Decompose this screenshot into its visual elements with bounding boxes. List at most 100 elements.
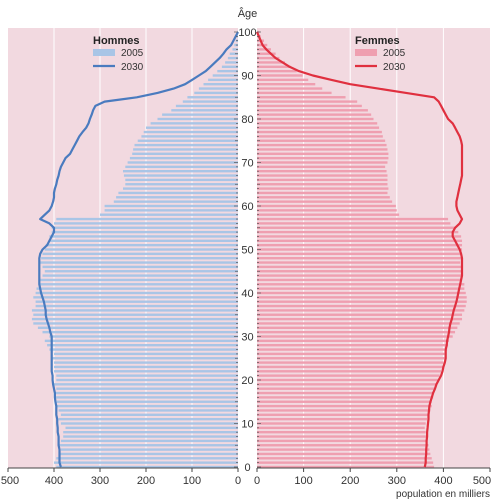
women-2005-bar xyxy=(257,187,389,190)
men-2005-bar xyxy=(47,344,238,347)
men-2005-bar xyxy=(44,270,238,273)
women-2005-bar xyxy=(257,209,397,212)
women-2005-bar xyxy=(257,400,432,403)
men-2005-bar xyxy=(37,326,239,329)
men-2005-bar xyxy=(60,448,239,451)
men-2005-bar xyxy=(182,100,238,103)
men-2005-bars xyxy=(31,30,239,469)
men-2005-bar xyxy=(40,283,239,286)
men-2005-bar xyxy=(60,439,239,443)
women-2005-bar xyxy=(257,83,316,86)
women-2005-bar xyxy=(257,217,449,221)
women-2005-bar xyxy=(257,226,456,229)
women-x-tick-label: 0 xyxy=(254,475,260,487)
women-2005-bar xyxy=(257,357,445,360)
women-2005-bar xyxy=(257,330,456,334)
women-2005-bar xyxy=(257,117,374,121)
women-2005-bar xyxy=(257,96,346,99)
men-2005-bar xyxy=(35,304,238,308)
women-legend-swatch-2005 xyxy=(355,49,377,56)
men-2005-bar xyxy=(56,465,238,469)
men-2005-bar xyxy=(125,165,238,169)
women-2005-bar xyxy=(257,183,388,186)
women-2005-bar xyxy=(257,444,429,447)
women-2005-bar xyxy=(257,78,309,82)
men-2005-bar xyxy=(221,65,238,68)
women-2005-bar xyxy=(257,304,466,308)
women-2030-line xyxy=(255,31,464,468)
men-2005-bar xyxy=(137,139,238,142)
men-2005-bar xyxy=(65,426,238,430)
women-2005-bar xyxy=(257,126,380,129)
men-2005-bar xyxy=(175,104,238,108)
men-2005-bar xyxy=(118,191,238,195)
age-tick-label: 70 xyxy=(241,158,253,170)
men-legend-swatch-2005 xyxy=(93,49,115,56)
men-2005-bar xyxy=(225,61,238,64)
women-2005-bar xyxy=(257,65,291,68)
men-panel xyxy=(8,28,239,469)
men-2005-bar xyxy=(146,126,238,129)
x-axis-title: population en milliers xyxy=(396,489,490,500)
women-x-tick-label: 500 xyxy=(473,475,491,487)
men-2005-bar xyxy=(44,339,238,343)
women-2005-bar xyxy=(257,378,438,382)
women-2005-bar xyxy=(257,274,463,277)
women-2005-bar xyxy=(257,204,396,208)
men-2005-bar xyxy=(41,257,239,260)
men-2005-bar xyxy=(33,313,238,316)
men-2030-line xyxy=(38,31,239,468)
women-2005-bar xyxy=(257,252,463,256)
men-2005-bar xyxy=(35,300,238,303)
women-2005-bar xyxy=(257,265,462,269)
women-2005-bar xyxy=(257,409,431,412)
age-tick-label: 80 xyxy=(241,114,253,126)
women-2005-bar xyxy=(257,152,389,155)
men-x-tick-label: 100 xyxy=(183,475,201,487)
women-2005-bar xyxy=(257,109,368,112)
men-2005-bar xyxy=(54,370,238,373)
men-x-tick-label: 500 xyxy=(1,475,19,487)
women-2005-bar xyxy=(257,387,436,390)
men-2005-bar xyxy=(125,178,238,182)
women-2005-bar xyxy=(257,383,437,386)
women-2005-bar xyxy=(257,348,448,351)
women-2005-bar xyxy=(257,391,435,395)
men-2005-bar xyxy=(54,365,238,369)
women-2005-bar xyxy=(257,69,297,73)
women-2005-bar xyxy=(257,196,390,199)
women-x-tick-label: 300 xyxy=(388,475,406,487)
men-2005-bar xyxy=(56,374,238,377)
women-2005-bar xyxy=(257,130,382,134)
men-2005-bar xyxy=(49,348,239,351)
men-2005-bar xyxy=(42,252,238,256)
women-2005-bar xyxy=(257,413,429,416)
women-2005-bar xyxy=(257,313,463,316)
women-2005-bar xyxy=(257,404,432,408)
men-x-tick-label: 300 xyxy=(91,475,109,487)
men-2005-bar xyxy=(123,187,238,190)
women-2005-bar xyxy=(257,257,462,260)
women-2005-bar xyxy=(257,465,435,469)
women-2005-bar xyxy=(257,248,463,251)
men-2005-bar xyxy=(123,170,238,173)
women-2005-bar xyxy=(257,122,378,125)
women-2005-bars xyxy=(257,30,467,469)
men-2005-bar xyxy=(44,248,238,251)
men-2005-bar xyxy=(232,48,238,51)
age-tick-label: 0 xyxy=(244,462,250,474)
women-2005-bar xyxy=(257,139,386,142)
women-2005-bar xyxy=(257,291,466,295)
women-2005-bar xyxy=(257,48,271,51)
women-2005-bar xyxy=(257,87,323,90)
women-legend: Femmes 2005 2030 xyxy=(355,35,406,73)
men-x-axis: 500 400 300 200 100 0 xyxy=(1,467,241,487)
men-2005-bar xyxy=(229,52,238,55)
women-2005-bar xyxy=(257,91,332,95)
women-panel xyxy=(255,28,490,469)
men-2005-bar xyxy=(60,422,239,425)
age-tick-label: 50 xyxy=(241,245,253,257)
men-2005-bar xyxy=(42,330,238,334)
men-legend-label-2005: 2005 xyxy=(121,48,144,59)
men-2005-bar xyxy=(198,87,238,90)
